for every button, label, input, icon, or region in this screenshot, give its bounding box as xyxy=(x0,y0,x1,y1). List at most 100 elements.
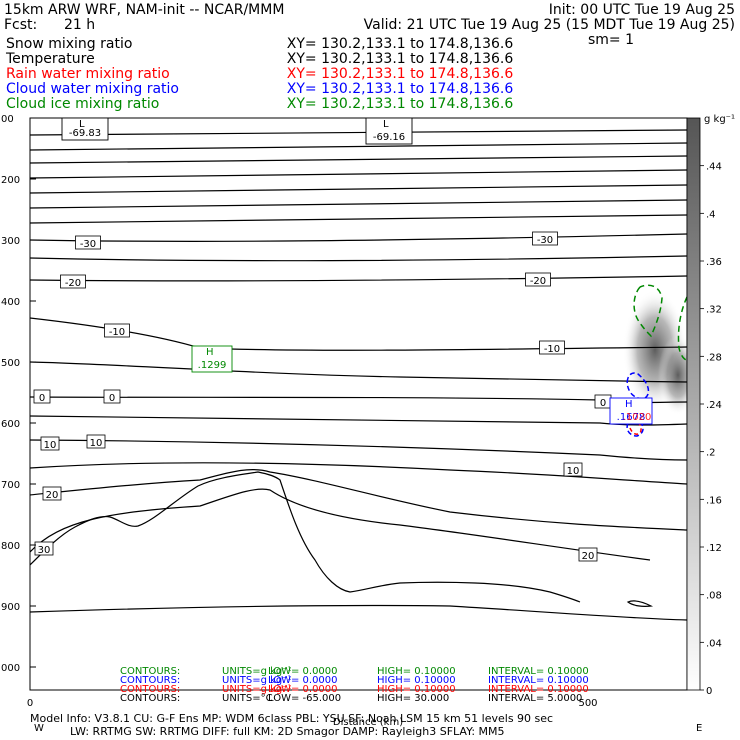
isotherm-contour xyxy=(30,439,687,461)
colorbar-tick-label: .44 xyxy=(706,162,722,173)
west-end-label: W xyxy=(34,723,44,734)
forecast-hours: 21 h xyxy=(64,17,95,33)
svg-text:-69.83: -69.83 xyxy=(69,128,101,139)
y-tick-label: 400 xyxy=(1,297,20,308)
svg-text:20: 20 xyxy=(582,551,595,562)
field-section-coords: XY= 130.2,133.1 to 174.8,136.6 xyxy=(287,96,514,112)
contour-info-high: HIGH= 0.10000 xyxy=(377,666,456,677)
smoothing-setting: sm= 1 xyxy=(588,32,634,48)
isotherm-contour xyxy=(30,469,687,531)
valid-time: Valid: 21 UTC Tue 19 Aug 25 (15 MDT Tue … xyxy=(364,17,735,33)
isotherm-contour xyxy=(30,155,687,164)
svg-text:-20: -20 xyxy=(65,278,81,289)
colorbar-tick-label: .32 xyxy=(706,305,722,316)
model-title: 15km ARW WRF, NAM-init -- NCAR/MMM xyxy=(4,2,284,18)
extremum-marker: L -69.16 xyxy=(365,117,413,145)
x-axis-title: Distance (km) xyxy=(333,717,403,728)
svg-text:30: 30 xyxy=(38,545,51,556)
colorbar-tick-label: .28 xyxy=(706,352,722,363)
isotherm-label: 20 xyxy=(42,486,62,501)
y-tick-label: 700 xyxy=(1,480,20,491)
contour-info-label: CONTOURS: xyxy=(120,693,180,704)
svg-text:10: 10 xyxy=(90,438,103,449)
isotherm-label: 0 xyxy=(103,389,121,404)
svg-text:-69.16: -69.16 xyxy=(373,132,405,143)
isotherm-label: 10 xyxy=(563,462,583,477)
physics-info: LW: RRTMG SW: RRTMG DIFF: full KM: 2D Sm… xyxy=(70,725,505,738)
contour-info-high: HIGH= 0.10000 xyxy=(377,684,456,695)
colorbar-tick-label: .36 xyxy=(706,257,722,268)
svg-text:.1678: .1678 xyxy=(617,412,646,423)
colorbar-tick-label: .4 xyxy=(706,209,716,220)
field-section-coords: XY= 130.2,133.1 to 174.8,136.6 xyxy=(287,81,514,97)
y-tick-label: 900 xyxy=(1,602,20,613)
snow-colorbar: g kg⁻¹ .44 .4 .36 .32 .28 .24 .2 .16 .12 .08 .04 0 xyxy=(686,114,735,697)
colorbar-units: g kg⁻¹ xyxy=(704,114,735,125)
isotherm-contour xyxy=(30,361,687,383)
isotherm-contour xyxy=(30,488,651,561)
isotherm-contour xyxy=(30,275,687,282)
extremum-marker: H .1299 xyxy=(191,345,233,373)
field-legend: Snow mixing ratio XY= 130.2,133.1 to 174.… xyxy=(5,36,513,112)
svg-text:10: 10 xyxy=(44,440,57,451)
contour-info-low: LOW= -65.000 xyxy=(268,693,341,704)
extremum-marker: .1020 xyxy=(623,412,652,423)
field-name: Cloud water mixing ratio xyxy=(6,81,179,97)
contour-info-units: UNITS=g kg⁻¹ xyxy=(222,675,292,686)
isotherm-label: -20 xyxy=(60,274,86,289)
extremum-marker: H .1678 xyxy=(609,397,653,425)
svg-text:0: 0 xyxy=(109,393,115,404)
field-section-coords: XY= 130.2,133.1 to 174.8,136.6 xyxy=(287,36,514,52)
contour-info-interval: INTERVAL= 0.10000 xyxy=(488,684,589,695)
pressure-axis: 00 200 300 400 500 600 700 800 900 000 xyxy=(1,114,36,674)
isotherm-contour xyxy=(30,142,687,151)
contour-info-units: UNITS=g kg⁻¹ xyxy=(222,666,292,677)
svg-text:L: L xyxy=(383,119,389,130)
contour-info-interval: INTERVAL= 0.10000 xyxy=(488,666,589,677)
y-tick-label: 600 xyxy=(1,419,20,430)
isotherm-label: 10 xyxy=(86,434,106,449)
isotherm-contour xyxy=(30,462,687,485)
contour-info-low: LOW= 0.0000 xyxy=(268,666,338,677)
svg-text:0: 0 xyxy=(39,393,45,404)
init-time: Init: 00 UTC Tue 19 Aug 25 xyxy=(549,2,735,18)
svg-text:H: H xyxy=(206,347,214,358)
isotherm-contour xyxy=(30,255,687,262)
cloud-ice-contour xyxy=(677,296,687,362)
x-tick-label: 500 xyxy=(578,698,597,709)
svg-text:10: 10 xyxy=(567,466,580,477)
forecast-label: Fcst: xyxy=(4,17,37,33)
contour-info-low: LOW= 0.0000 xyxy=(268,684,338,695)
contour-info-low: LOW= 0.0000 xyxy=(268,675,338,686)
isotherm-contour xyxy=(30,199,687,209)
snow-mixing-ratio-shading xyxy=(658,335,687,415)
colorbar-tick-label: .04 xyxy=(706,638,722,649)
colorbar-gradient xyxy=(687,118,700,690)
x-tick-label: 0 xyxy=(27,698,33,709)
y-tick-label: 00 xyxy=(1,114,14,125)
field-name: Snow mixing ratio xyxy=(6,36,132,52)
y-tick-label: 300 xyxy=(1,236,20,247)
svg-text:H: H xyxy=(625,399,633,410)
y-tick-label: 200 xyxy=(1,175,20,186)
field-name: Rain water mixing ratio xyxy=(6,66,170,82)
svg-text:.1020: .1020 xyxy=(623,412,652,423)
isotherm-label: 10 xyxy=(40,436,60,451)
colorbar-tick-label: .2 xyxy=(706,448,716,459)
rain-water-contour xyxy=(629,422,642,435)
terrain-profile xyxy=(30,471,581,603)
field-section-coords: XY= 130.2,133.1 to 174.8,136.6 xyxy=(287,66,514,82)
svg-text:-20: -20 xyxy=(530,276,546,287)
isotherm-label: 0 xyxy=(33,389,51,404)
contour-info-label: CONTOURS: xyxy=(120,675,180,686)
isotherm-contour xyxy=(30,184,687,194)
isotherm-label: -10 xyxy=(104,323,130,338)
isotherm-label: -30 xyxy=(75,235,101,250)
colorbar-tick-label: .08 xyxy=(706,591,722,602)
isotherm-label: 30 xyxy=(34,541,54,556)
svg-text:20: 20 xyxy=(46,490,59,501)
isotherm-contour xyxy=(30,233,687,242)
contour-info-high: HIGH= 30.000 xyxy=(377,693,449,704)
contour-info-interval: INTERVAL= 5.0000 xyxy=(488,693,582,704)
isotherm-contour xyxy=(626,600,654,607)
